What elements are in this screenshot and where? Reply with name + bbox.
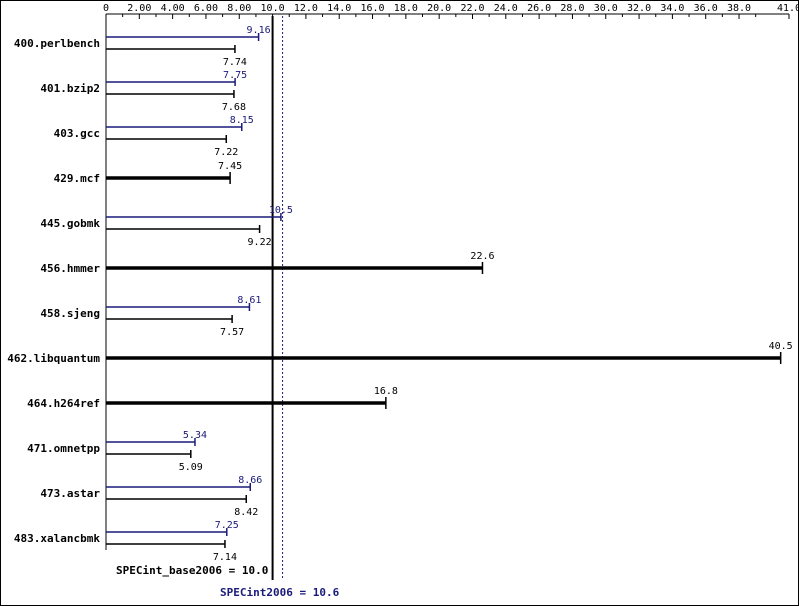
peak-value-label: 7.25 (215, 520, 239, 531)
x-tick-label: 41.0 (777, 3, 799, 14)
x-tick-label: 0 (103, 3, 109, 14)
base-value-label: 7.22 (214, 147, 238, 158)
x-tick-label: 12.0 (294, 3, 318, 14)
x-tick-label: 24.0 (494, 3, 518, 14)
peak-value-label: 8.66 (238, 475, 262, 486)
x-tick-label: 34.0 (660, 3, 684, 14)
benchmark-label: 471.omnetpp (27, 442, 100, 455)
x-tick-label: 2.00 (127, 3, 151, 14)
x-tick-label: 30.0 (594, 3, 618, 14)
benchmark-label: 400.perlbench (14, 37, 100, 50)
x-tick-label: 8.00 (227, 3, 251, 14)
x-tick-label: 26.0 (527, 3, 551, 14)
x-tick-label: 18.0 (394, 3, 418, 14)
base-value-label: 16.8 (374, 386, 398, 397)
peak-value-label: 7.75 (223, 70, 247, 81)
peak-value-label: 5.34 (183, 430, 207, 441)
base-value-label: 7.57 (220, 327, 244, 338)
benchmark-label: 464.h264ref (27, 397, 100, 410)
benchmark-label: 403.gcc (54, 127, 100, 140)
benchmark-label: 445.gobmk (40, 217, 100, 230)
benchmark-label: 401.bzip2 (40, 82, 100, 95)
benchmark-label: 458.sjeng (40, 307, 100, 320)
x-tick-label: 4.00 (161, 3, 185, 14)
peak-value-label: 8.15 (230, 115, 254, 126)
benchmark-label: 473.astar (40, 487, 100, 500)
base-value-label: 7.14 (213, 552, 237, 563)
x-tick-label: 20.0 (427, 3, 451, 14)
reference-label-base: SPECint_base2006 = 10.0 (116, 564, 268, 577)
base-value-label: 7.74 (223, 57, 247, 68)
base-value-label: 9.22 (248, 237, 272, 248)
base-value-label: 5.09 (179, 462, 203, 473)
base-value-label: 40.5 (769, 341, 793, 352)
x-tick-label: 28.0 (560, 3, 584, 14)
base-value-label: 7.68 (222, 102, 246, 113)
base-value-label: 22.6 (470, 251, 494, 262)
base-value-label: 8.42 (234, 507, 258, 518)
benchmark-label: 462.libquantum (7, 352, 100, 365)
peak-value-label: 10.5 (269, 205, 293, 216)
peak-value-label: 9.16 (247, 25, 271, 36)
x-tick-label: 6.00 (194, 3, 218, 14)
benchmark-label: 429.mcf (54, 172, 100, 185)
x-tick-label: 38.0 (727, 3, 751, 14)
base-value-label: 7.45 (218, 161, 242, 172)
benchmark-label: 483.xalancbmk (14, 532, 100, 545)
x-tick-label: 32.0 (627, 3, 651, 14)
x-tick-label: 22.0 (460, 3, 484, 14)
reference-label-peak: SPECint2006 = 10.6 (220, 586, 340, 599)
x-tick-label: 14.0 (327, 3, 351, 14)
peak-value-label: 8.61 (237, 295, 261, 306)
x-tick-label: 36.0 (694, 3, 718, 14)
benchmark-label: 456.hmmer (40, 262, 100, 275)
x-tick-label: 16.0 (360, 3, 384, 14)
x-tick-label: 10.0 (261, 3, 285, 14)
